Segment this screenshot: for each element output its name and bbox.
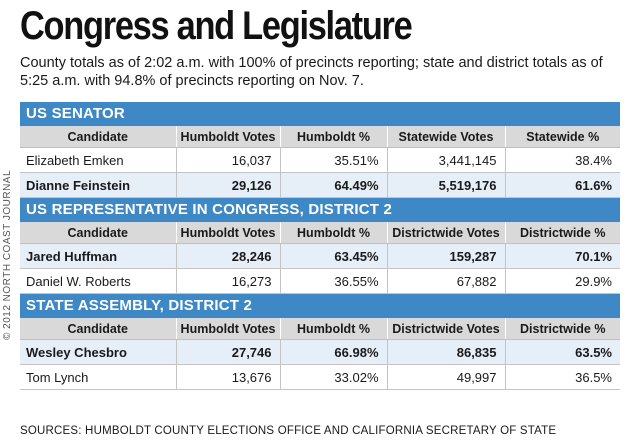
column-header-humboldt-votes: Humboldt Votes xyxy=(176,222,281,244)
column-header-candidate: Candidate xyxy=(20,222,177,244)
column-header-row: Candidate Humboldt Votes Humboldt % Dist… xyxy=(20,222,620,244)
section-header: STATE ASSEMBLY, DISTRICT 2 xyxy=(20,294,620,318)
column-header-pct: Districtwide % xyxy=(505,318,620,340)
results-table: Candidate Humboldt Votes Humboldt % Dist… xyxy=(20,318,620,390)
total-votes: 49,997 xyxy=(387,364,506,390)
humboldt-pct: 36.55% xyxy=(280,268,388,294)
column-header-row: Candidate Humboldt Votes Humboldt % Dist… xyxy=(20,318,620,340)
candidate-name: Daniel W. Roberts xyxy=(20,268,177,294)
humboldt-pct: 63.45% xyxy=(280,243,388,269)
total-votes: 5,519,176 xyxy=(387,172,506,198)
results-tables: US SENATOR Candidate Humboldt Votes Humb… xyxy=(20,102,620,390)
total-pct: 29.9% xyxy=(505,268,620,294)
column-header-humboldt-pct: Humboldt % xyxy=(280,318,388,340)
table-row-winner: Wesley Chesbro 27,746 66.98% 86,835 63.5… xyxy=(20,339,620,365)
table-row-winner: Dianne Feinstein 29,126 64.49% 5,519,176… xyxy=(20,172,620,198)
total-votes: 159,287 xyxy=(387,243,506,269)
humboldt-votes: 29,126 xyxy=(176,172,281,198)
column-header-pct: Districtwide % xyxy=(505,222,620,244)
section-state-assembly: STATE ASSEMBLY, DISTRICT 2 Candidate Hum… xyxy=(20,294,620,390)
column-header-pct: Statewide % xyxy=(505,126,620,148)
humboldt-pct: 66.98% xyxy=(280,339,388,365)
candidate-name: Elizabeth Emken xyxy=(20,147,177,173)
section-us-senator: US SENATOR Candidate Humboldt Votes Humb… xyxy=(20,102,620,198)
total-pct: 38.4% xyxy=(505,147,620,173)
total-pct: 63.5% xyxy=(505,339,620,365)
humboldt-votes: 28,246 xyxy=(176,243,281,269)
candidate-name: Tom Lynch xyxy=(20,364,177,390)
copyright-text: © 2012 NORTH COAST JOURNAL xyxy=(2,169,13,340)
table-row: Tom Lynch 13,676 33.02% 49,997 36.5% xyxy=(20,364,620,390)
candidate-name: Wesley Chesbro xyxy=(20,339,177,365)
column-header-candidate: Candidate xyxy=(20,126,177,148)
source-note: SOURCES: HUMBOLDT COUNTY ELECTIONS OFFIC… xyxy=(20,425,557,437)
total-votes: 67,882 xyxy=(387,268,506,294)
subtitle: County totals as of 2:02 a.m. with 100% … xyxy=(20,55,603,89)
section-us-representative: US REPRESENTATIVE IN CONGRESS, DISTRICT … xyxy=(20,198,620,294)
table-row: Daniel W. Roberts 16,273 36.55% 67,882 2… xyxy=(20,268,620,294)
column-header-candidate: Candidate xyxy=(20,318,177,340)
candidate-name: Jared Huffman xyxy=(20,243,177,269)
humboldt-pct: 33.02% xyxy=(280,364,388,390)
column-header-votes: Statewide Votes xyxy=(387,126,506,148)
candidate-name: Dianne Feinstein xyxy=(20,172,177,198)
column-header-votes: Districtwide Votes xyxy=(387,318,506,340)
column-header-votes: Districtwide Votes xyxy=(387,222,506,244)
table-row-winner: Jared Huffman 28,246 63.45% 159,287 70.1… xyxy=(20,243,620,269)
total-pct: 70.1% xyxy=(505,243,620,269)
total-votes: 86,835 xyxy=(387,339,506,365)
humboldt-votes: 16,273 xyxy=(176,268,281,294)
table-row: Elizabeth Emken 16,037 35.51% 3,441,145 … xyxy=(20,147,620,173)
page-title: Congress and Legislature xyxy=(20,4,413,48)
column-header-humboldt-votes: Humboldt Votes xyxy=(176,318,281,340)
humboldt-pct: 35.51% xyxy=(280,147,388,173)
results-table: Candidate Humboldt Votes Humboldt % Dist… xyxy=(20,222,620,294)
section-header: US REPRESENTATIVE IN CONGRESS, DISTRICT … xyxy=(20,198,620,222)
humboldt-votes: 27,746 xyxy=(176,339,281,365)
humboldt-votes: 13,676 xyxy=(176,364,281,390)
total-pct: 61.6% xyxy=(505,172,620,198)
column-header-humboldt-pct: Humboldt % xyxy=(280,222,388,244)
total-votes: 3,441,145 xyxy=(387,147,506,173)
total-pct: 36.5% xyxy=(505,364,620,390)
results-table: Candidate Humboldt Votes Humboldt % Stat… xyxy=(20,126,620,198)
humboldt-pct: 64.49% xyxy=(280,172,388,198)
section-header: US SENATOR xyxy=(20,102,620,126)
column-header-humboldt-votes: Humboldt Votes xyxy=(176,126,281,148)
humboldt-votes: 16,037 xyxy=(176,147,281,173)
column-header-humboldt-pct: Humboldt % xyxy=(280,126,388,148)
column-header-row: Candidate Humboldt Votes Humboldt % Stat… xyxy=(20,126,620,148)
